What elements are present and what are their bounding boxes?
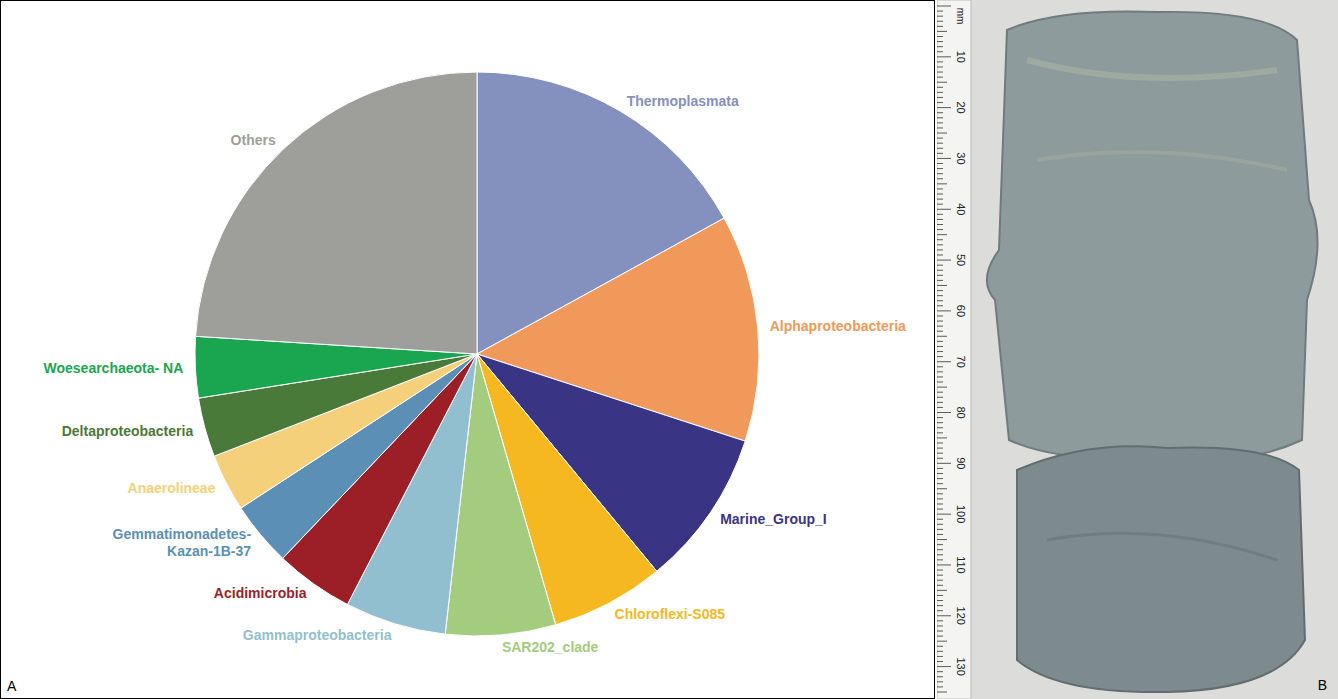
svg-text:130: 130 (955, 657, 967, 675)
svg-text:SAR202_clade: SAR202_clade (502, 639, 599, 655)
html-text:A: A (7, 678, 17, 694)
svg-text:Gammaproteobacteria: Gammaproteobacteria (243, 627, 392, 643)
svg-text:B: B (1318, 677, 1327, 693)
svg-text:60: 60 (955, 305, 967, 317)
svg-text:Deltaproteobacteria: Deltaproteobacteria (62, 423, 194, 439)
svg-text:90: 90 (955, 457, 967, 469)
svg-text:Gemmatimonadetes-Kazan-1B-37: Gemmatimonadetes-Kazan-1B-37 (113, 526, 252, 559)
svg-text:40: 40 (955, 203, 967, 215)
svg-text:Anaerolineae: Anaerolineae (128, 480, 216, 496)
svg-text:Marine_Group_I: Marine_Group_I (720, 511, 827, 527)
svg-text:120: 120 (955, 607, 967, 625)
svg-text:Acidimicrobia: Acidimicrobia (214, 585, 307, 601)
svg-text:100: 100 (955, 505, 967, 523)
svg-text:mm: mm (955, 8, 966, 25)
svg-text:Woesearchaeota- NA: Woesearchaeota- NA (44, 360, 184, 376)
svg-text:110: 110 (955, 556, 967, 574)
svg-text:20: 20 (955, 102, 967, 114)
svg-text:Alphaproteobacteria: Alphaproteobacteria (770, 318, 906, 334)
svg-text:Thermoplasmata: Thermoplasmata (627, 93, 739, 109)
svg-text:70: 70 (955, 356, 967, 368)
svg-text:Chloroflexi-S085: Chloroflexi-S085 (615, 606, 726, 622)
svg-text:80: 80 (955, 406, 967, 418)
svg-text:30: 30 (955, 152, 967, 164)
svg-text:10: 10 (955, 51, 967, 63)
svg-text:50: 50 (955, 254, 967, 266)
svg-text:Others: Others (231, 132, 276, 148)
